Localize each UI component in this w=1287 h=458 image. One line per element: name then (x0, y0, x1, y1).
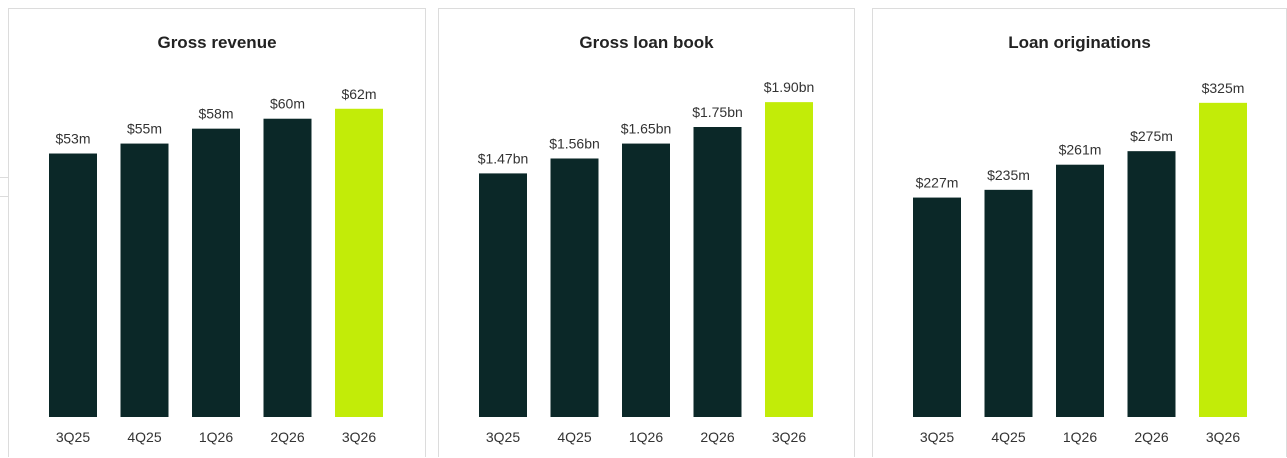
x-tick-label: 2Q26 (270, 429, 304, 445)
bar-3q26 (765, 102, 813, 418)
x-tick-label: 3Q26 (342, 429, 376, 445)
value-label: $235m (987, 167, 1030, 183)
bar-3q25 (49, 153, 97, 417)
x-tick-label: 2Q26 (700, 429, 734, 445)
bar-2q26 (263, 118, 312, 417)
bar-2q26 (1127, 151, 1176, 417)
bar-1q26 (192, 128, 240, 417)
gross-revenue-chart-panel: Gross revenue $53m 3Q25 $55m 4Q25 $58m 1Q26 $6… (8, 8, 426, 457)
x-tick-label: 4Q25 (991, 429, 1025, 445)
loan-originations-bar-chart: $227m 3Q25 $235m 4Q25 $261m 1Q26 $275m 2Q26 $325… (913, 80, 1247, 445)
bar-4q25 (550, 158, 599, 417)
x-tick-label: 1Q26 (199, 429, 233, 445)
value-label: $261m (1059, 142, 1102, 158)
x-tick-label: 3Q25 (56, 429, 90, 445)
bar-2q26 (693, 127, 742, 417)
bar-4q25 (120, 143, 169, 418)
value-label: $60m (270, 96, 305, 112)
bar-3q25 (479, 173, 527, 417)
loan-originations-chart-panel: Loan originations $227m 3Q25 $235m 4Q25 $261… (872, 8, 1287, 457)
bar-1q26 (622, 143, 670, 418)
gross-loan-book-bar-chart: $1.47bn 3Q25 $1.56bn 4Q25 $1.65bn 1Q26 $1.75bn… (478, 79, 815, 445)
bar-4q25 (984, 189, 1033, 417)
x-tick-label: 2Q26 (1134, 429, 1168, 445)
value-label: $1.75bn (692, 104, 743, 120)
value-label: $227m (916, 175, 959, 191)
value-label: $62m (341, 86, 376, 102)
value-label: $58m (198, 106, 233, 122)
value-label: $53m (55, 131, 90, 147)
x-tick-label: 1Q26 (1063, 429, 1097, 445)
x-tick-label: 4Q25 (127, 429, 161, 445)
gross-revenue-bar-chart: $53m 3Q25 $55m 4Q25 $58m 1Q26 $60m 2Q26 $62m 3Q26 (49, 86, 383, 445)
x-tick-label: 3Q26 (1206, 429, 1240, 445)
value-label: $1.65bn (621, 121, 672, 137)
x-tick-label: 1Q26 (629, 429, 663, 445)
x-tick-label: 3Q26 (772, 429, 806, 445)
value-label: $275m (1130, 128, 1173, 144)
gross-loan-book-chart-panel: Gross loan book $1.47bn 3Q25 $1.56bn 4Q25 $1… (438, 8, 855, 457)
chart-title: Loan originations (1008, 33, 1151, 52)
value-label: $55m (127, 121, 162, 137)
bar-3q26 (335, 108, 383, 418)
value-label: $1.90bn (764, 79, 815, 95)
value-label: $1.47bn (478, 150, 529, 166)
chart-title: Gross loan book (579, 33, 714, 52)
bar-1q26 (1056, 164, 1104, 417)
bar-3q26 (1199, 102, 1247, 417)
value-label: $325m (1202, 80, 1245, 96)
x-tick-label: 3Q25 (486, 429, 520, 445)
x-tick-label: 4Q25 (557, 429, 591, 445)
chart-title: Gross revenue (157, 33, 277, 52)
bar-3q25 (913, 197, 961, 417)
x-tick-label: 3Q25 (920, 429, 954, 445)
value-label: $1.56bn (549, 135, 600, 151)
